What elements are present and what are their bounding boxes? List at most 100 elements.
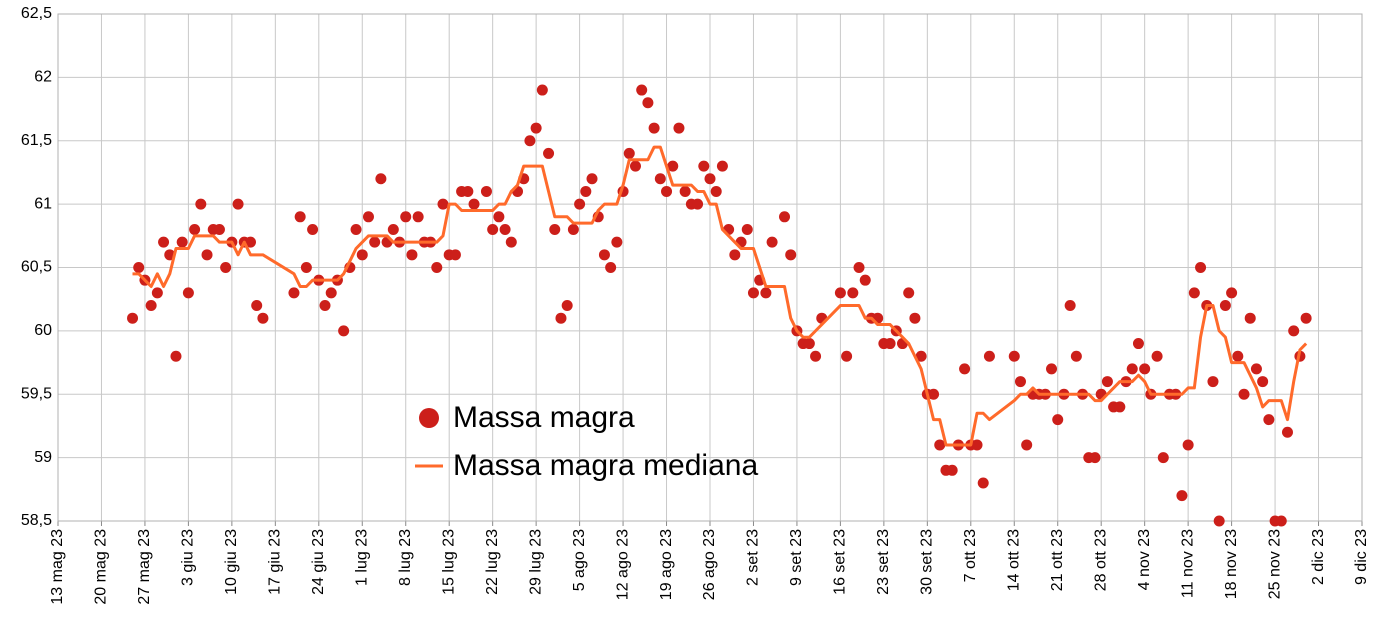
data-point (1070, 350, 1082, 362)
data-point (977, 477, 989, 489)
data-point (1157, 452, 1169, 464)
data-point (1052, 414, 1064, 426)
data-point (232, 198, 244, 210)
data-point (611, 236, 623, 248)
x-tick-label: 1 lug 23 (353, 529, 370, 586)
data-point (741, 223, 753, 235)
data-point (747, 287, 759, 299)
data-point (182, 287, 194, 299)
data-point (356, 249, 368, 261)
data-point (760, 287, 772, 299)
data-point (673, 122, 685, 134)
data-point (1226, 287, 1238, 299)
data-point (1014, 376, 1026, 388)
y-tick-label: 61,5 (21, 132, 52, 149)
data-point (636, 84, 648, 96)
data-point (1300, 312, 1312, 324)
data-point (574, 198, 586, 210)
data-point (549, 223, 561, 235)
x-tick-label: 12 ago 23 (614, 529, 631, 600)
plot-frame (57, 13, 1363, 522)
data-point (400, 211, 412, 223)
data-point (387, 223, 399, 235)
data-point (505, 236, 517, 248)
data-point (1151, 350, 1163, 362)
data-point (561, 300, 573, 312)
data-point (710, 185, 722, 197)
data-point (294, 211, 306, 223)
data-point (779, 211, 791, 223)
data-point (946, 464, 958, 476)
y-tick-label: 58,5 (21, 512, 52, 529)
y-tick-label: 62,5 (21, 5, 52, 22)
data-point (586, 173, 598, 185)
data-point (151, 287, 163, 299)
y-tick-label: 62 (34, 69, 52, 86)
data-point (189, 223, 201, 235)
x-tick-label: 9 set 23 (788, 529, 805, 586)
data-point (325, 287, 337, 299)
data-point (493, 211, 505, 223)
data-point (1139, 363, 1151, 375)
data-point (1288, 325, 1300, 337)
legend-label: Massa magra (453, 401, 635, 434)
data-point (1188, 287, 1200, 299)
data-point (406, 249, 418, 261)
data-point (338, 325, 350, 337)
data-point (487, 223, 499, 235)
x-tick-label: 18 nov 23 (1223, 529, 1240, 599)
data-point (580, 185, 592, 197)
data-point (623, 147, 635, 159)
x-tick-label: 11 nov 23 (1179, 529, 1196, 598)
x-tick-label: 16 set 23 (832, 529, 849, 595)
data-point (909, 312, 921, 324)
data-point (642, 97, 654, 109)
data-point (661, 185, 673, 197)
data-point (934, 439, 946, 451)
data-point (176, 236, 188, 248)
data-point (1281, 426, 1293, 438)
data-point (555, 312, 567, 324)
x-tick-label: 30 set 23 (919, 529, 936, 595)
data-point (1244, 312, 1256, 324)
x-tick-label: 2 dic 23 (1310, 529, 1327, 585)
data-point (1064, 300, 1076, 312)
data-point (605, 262, 617, 273)
x-tick-label: 25 nov 23 (1266, 529, 1283, 599)
data-point (536, 84, 548, 96)
data-point (729, 249, 741, 261)
data-point (449, 249, 461, 261)
data-point (1176, 490, 1188, 502)
data-point (859, 274, 871, 286)
data-point (437, 198, 449, 210)
data-point (629, 160, 641, 172)
data-point (220, 262, 232, 273)
data-point (1219, 300, 1231, 312)
x-tick-label: 15 lug 23 (440, 529, 457, 595)
data-point (971, 439, 983, 451)
data-point (145, 300, 157, 312)
data-point (524, 135, 536, 147)
data-point (810, 350, 822, 362)
data-point (853, 262, 865, 273)
data-point (1263, 414, 1275, 426)
data-point (692, 198, 704, 210)
data-point (195, 198, 207, 210)
x-tick-label: 7 ott 23 (962, 529, 979, 582)
data-point (598, 249, 610, 261)
x-tick-label: 4 nov 23 (1136, 529, 1153, 590)
data-point (462, 185, 474, 197)
y-tick-label: 60,5 (21, 259, 52, 276)
data-point (1195, 262, 1207, 273)
y-tick-label: 59 (34, 449, 52, 466)
data-point (667, 160, 679, 172)
data-point (1238, 388, 1250, 400)
data-point (716, 160, 728, 172)
x-tick-label: 9 dic 23 (1353, 529, 1370, 585)
data-point (300, 262, 312, 273)
data-point (704, 173, 716, 185)
data-point (201, 249, 213, 261)
data-point (884, 338, 896, 350)
data-point (158, 236, 170, 248)
